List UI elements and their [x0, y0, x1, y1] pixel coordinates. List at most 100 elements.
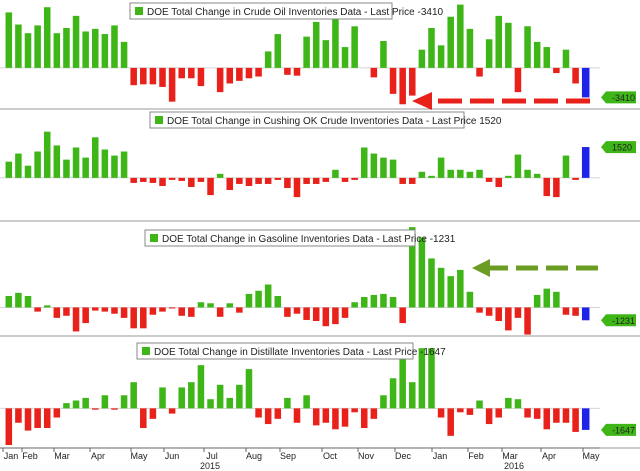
bar: [236, 67, 243, 81]
bar: [5, 295, 13, 308]
bar: [409, 227, 416, 308]
bar: [457, 169, 464, 178]
legend-title: DOE Total Change in Gasoline Inventories…: [162, 234, 456, 245]
bar: [168, 307, 176, 309]
bar: [140, 408, 147, 428]
bar: [428, 28, 435, 68]
last-price-tag: -1647: [601, 423, 636, 436]
bar: [245, 369, 253, 409]
bar: [159, 67, 166, 87]
bar: [207, 177, 214, 196]
bar: [197, 177, 205, 182]
bar: [111, 408, 118, 410]
bar: [15, 24, 22, 68]
bar: [24, 408, 32, 431]
bar: [216, 307, 224, 317]
bar: [274, 295, 282, 308]
bar: [284, 67, 291, 75]
bar: [485, 408, 493, 425]
bar: [380, 395, 387, 409]
bar: [159, 387, 166, 409]
bar: [351, 177, 358, 180]
last-value-bar: [581, 147, 590, 178]
bar: [53, 408, 61, 418]
legend-box: [149, 111, 465, 129]
bar: [303, 395, 310, 409]
legend: DOE Total Change in Gasoline Inventories…: [144, 229, 456, 247]
bar: [284, 177, 291, 188]
bar: [495, 408, 502, 418]
bar: [63, 159, 70, 178]
red-dashed-arrow: [412, 92, 590, 110]
bar: [399, 67, 406, 105]
bar: [264, 177, 272, 184]
bar: [101, 149, 109, 178]
bar: [130, 177, 137, 183]
legend-box: [129, 2, 393, 20]
bar: [236, 307, 243, 313]
bar: [303, 36, 310, 68]
x-tick-label: Nov: [358, 451, 375, 461]
bar: [447, 276, 454, 308]
bar: [457, 4, 464, 68]
bar: [159, 177, 166, 186]
bar: [447, 169, 454, 178]
bar: [149, 408, 157, 419]
bar: [255, 290, 262, 308]
bar: [380, 157, 387, 178]
arrow-head: [412, 92, 432, 110]
x-tick-label: Jan: [433, 451, 448, 461]
bar: [360, 408, 368, 428]
bar: [360, 147, 368, 178]
bar: [120, 41, 128, 68]
bar: [495, 15, 502, 68]
bar: [53, 33, 61, 68]
bar: [72, 400, 80, 409]
bar: [140, 67, 147, 85]
bar: [63, 403, 70, 409]
bar: [505, 175, 512, 178]
bar: [140, 177, 147, 182]
bar: [149, 67, 157, 85]
bar: [409, 177, 416, 184]
bar: [533, 408, 541, 419]
bar: [188, 67, 195, 79]
bar: [485, 177, 493, 182]
bar: [495, 307, 502, 321]
bar: [428, 175, 435, 178]
last-price-tag-label: 1520: [612, 143, 632, 153]
bar: [466, 171, 474, 178]
x-tick-label: Jul: [206, 451, 218, 461]
bar: [524, 408, 531, 418]
legend: DOE Total Change in Crude Oil Inventorie…: [129, 2, 444, 20]
bar: [437, 157, 445, 178]
legend: DOE Total Change in Cushing OK Crude Inv…: [149, 111, 502, 129]
bar: [274, 177, 282, 180]
bar: [15, 408, 22, 423]
bar: [351, 408, 358, 413]
last-value-bar: [581, 307, 590, 321]
bar: [43, 408, 51, 428]
last-price-tag-bg: [601, 423, 636, 436]
bar: [53, 145, 61, 178]
bar: [418, 237, 426, 308]
bar: [178, 307, 185, 316]
bar: [111, 25, 118, 68]
bar: [92, 137, 99, 178]
bar: [188, 177, 195, 187]
bar: [293, 177, 301, 198]
x-year-label: 2016: [504, 461, 524, 471]
bar: [370, 153, 378, 178]
bar: [409, 382, 416, 409]
last-price-tag-label: -1647: [612, 425, 635, 435]
bar: [380, 41, 387, 68]
bar: [245, 67, 253, 79]
bar: [82, 31, 89, 68]
bar: [322, 40, 330, 68]
bar: [24, 295, 32, 308]
bar: [418, 348, 426, 409]
bar: [332, 307, 339, 325]
panel-4: -1647 DOE Total Change in Distillate Inve…: [0, 342, 640, 449]
bar: [120, 151, 128, 178]
bar: [514, 67, 522, 93]
